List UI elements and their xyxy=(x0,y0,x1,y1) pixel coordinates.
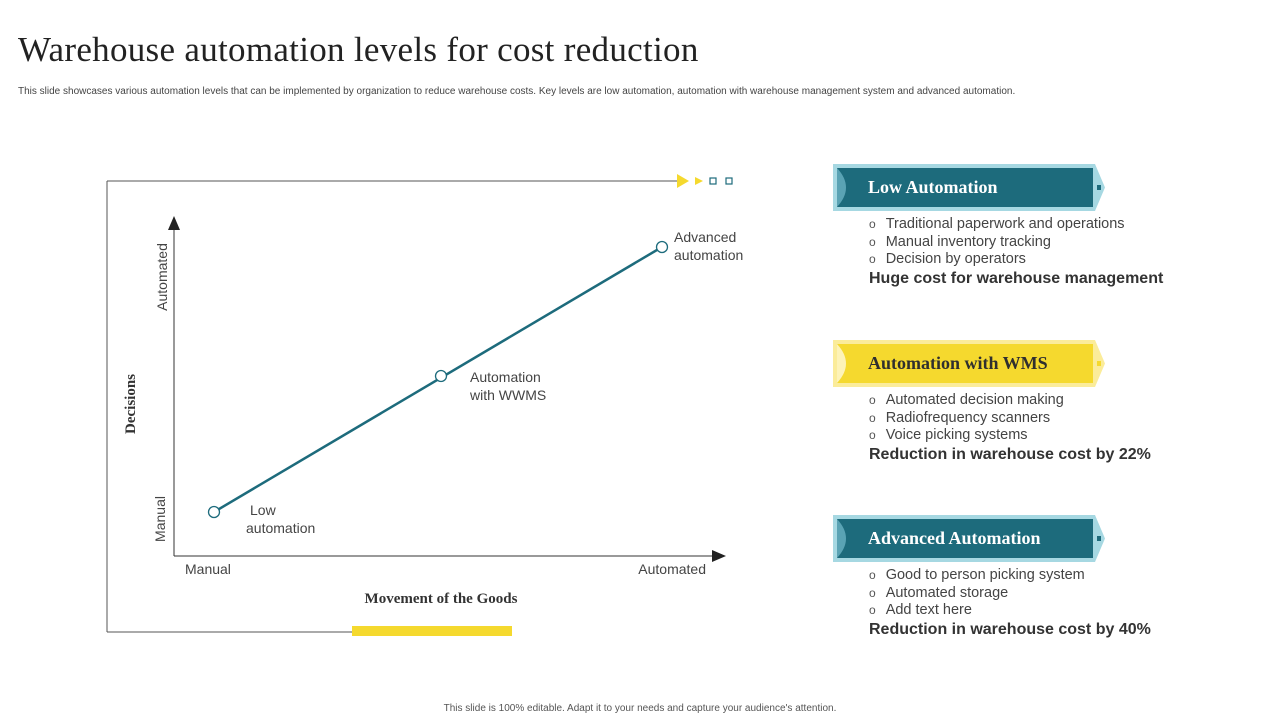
level-title: Low Automation xyxy=(868,177,998,197)
diagram-frame xyxy=(106,180,680,633)
level-summary: Reduction in warehouse cost by 22% xyxy=(869,445,1151,463)
point-label-wms-line2: with WWMS xyxy=(469,387,546,403)
point-advanced-automation xyxy=(655,240,669,254)
list-item: o Traditional paperwork and operations xyxy=(869,216,1125,232)
list-item: o Good to person picking system xyxy=(869,567,1085,583)
point-label-low-line1: Low xyxy=(250,502,277,518)
page-subtitle: This slide showcases various automation … xyxy=(18,86,1016,97)
y-tick-low: Manual xyxy=(152,496,168,542)
level-banner: Advanced Automation xyxy=(833,515,1105,562)
level-banner: Automation with WMS xyxy=(833,340,1105,387)
automation-diagram: Automated Manual Decisions Manual Automa… xyxy=(106,174,743,636)
page-title: Warehouse automation levels for cost red… xyxy=(18,30,699,69)
frame-corner-decoration xyxy=(677,174,733,188)
list-item: o Add text here xyxy=(869,602,972,618)
x-tick-high: Automated xyxy=(638,561,706,577)
level-bullet-list: o Good to person picking system o Automate… xyxy=(833,567,1213,620)
point-low-automation xyxy=(207,505,221,519)
level-summary: Reduction in warehouse cost by 40% xyxy=(869,620,1151,638)
level-title: Automation with WMS xyxy=(868,353,1048,373)
list-item: o Decision by operators xyxy=(869,251,1026,267)
x-axis xyxy=(174,550,726,562)
list-item: o Radiofrequency scanners xyxy=(869,409,1051,426)
level-bullet-list: o Automated decision making o Radiofrequen… xyxy=(833,392,1213,445)
level-advanced-automation: Advanced Automation o Good to person pick… xyxy=(833,515,1213,639)
level-low-automation: Low Automation o Traditional paperwork an… xyxy=(833,164,1213,288)
footer-note: This slide is 100% editable. Adapt it to… xyxy=(443,703,837,714)
list-item: o Manual inventory tracking xyxy=(869,233,1051,250)
point-label-advanced-line1: Advanced xyxy=(674,229,736,245)
level-banner: Low Automation xyxy=(833,164,1105,211)
point-automation-wms xyxy=(434,369,448,383)
point-label-wms-line1: Automation xyxy=(470,369,541,385)
point-label-advanced-line2: automation xyxy=(674,247,743,263)
list-item: o Voice picking systems xyxy=(869,427,1028,443)
yellow-accent-bar xyxy=(352,626,512,636)
y-axis-title: Decisions xyxy=(123,374,139,434)
x-tick-low: Manual xyxy=(185,561,231,577)
x-axis-title: Movement of the Goods xyxy=(365,591,518,607)
y-axis xyxy=(168,216,180,556)
level-automation-wms: Automation with WMS o Automated decision … xyxy=(833,340,1213,464)
level-summary: Huge cost for warehouse management xyxy=(869,269,1164,287)
list-item: o Automated storage xyxy=(869,584,1009,601)
list-item: o Automated decision making xyxy=(869,392,1064,408)
point-label-low-line2: automation xyxy=(246,520,315,536)
y-tick-high: Automated xyxy=(154,243,170,311)
level-title: Advanced Automation xyxy=(868,528,1041,548)
